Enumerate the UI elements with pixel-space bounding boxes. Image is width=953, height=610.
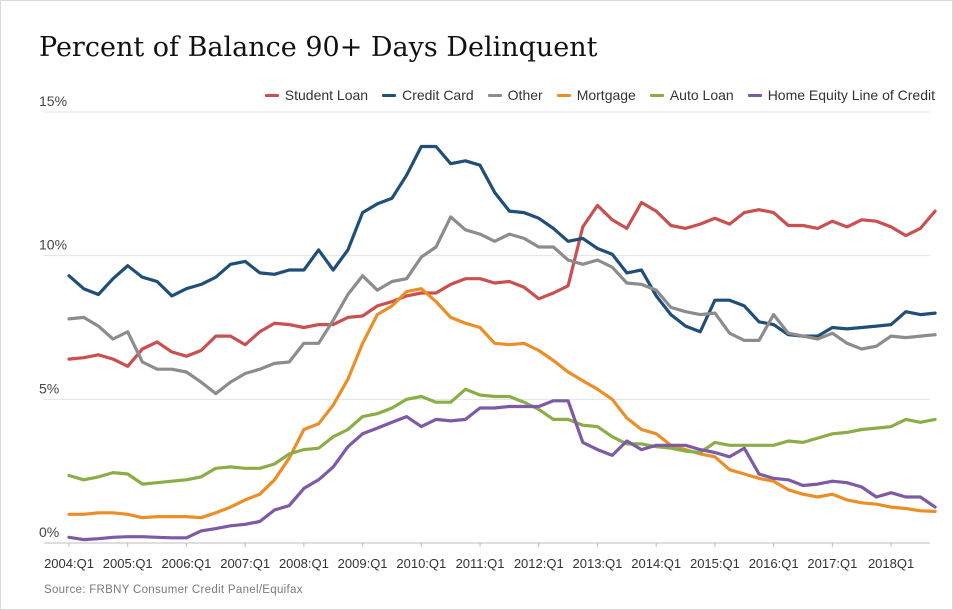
legend-swatch bbox=[556, 93, 571, 97]
legend-item-auto-loan: Auto Loan bbox=[649, 87, 734, 103]
legend-item-home-equity-line-of-credit: Home Equity Line of Credit bbox=[747, 87, 935, 103]
series-line-home-equity-line-of-credit bbox=[67, 399, 937, 542]
x-tick-label: 2008:Q1 bbox=[279, 556, 329, 571]
x-tick-label: 2005:Q1 bbox=[103, 556, 153, 571]
x-tick-label: 2006:Q1 bbox=[162, 556, 212, 571]
y-tick-label: 5% bbox=[39, 380, 59, 396]
series-line-student-loan bbox=[67, 200, 937, 368]
legend-item-credit-card: Credit Card bbox=[382, 87, 474, 103]
y-tick-label: 0% bbox=[39, 524, 59, 540]
legend-item-other: Other bbox=[487, 87, 543, 103]
legend-swatch bbox=[649, 93, 664, 97]
x-tick-label: 2014:Q1 bbox=[631, 556, 681, 571]
x-tick-label: 2007:Q1 bbox=[220, 556, 270, 571]
x-tick-label: 2004:Q1 bbox=[44, 556, 94, 571]
series-line-mortgage bbox=[67, 287, 937, 520]
source-note: Source: FRBNY Consumer Credit Panel/Equi… bbox=[44, 584, 303, 596]
legend-swatch bbox=[264, 93, 279, 97]
series-line-credit-card bbox=[67, 144, 937, 338]
legend-label: Student Loan bbox=[284, 87, 369, 103]
legend-item-mortgage: Mortgage bbox=[556, 87, 636, 103]
legend-swatch bbox=[382, 93, 397, 97]
x-tick-label: 2010:Q1 bbox=[396, 556, 446, 571]
y-tick-label: 15% bbox=[39, 93, 67, 109]
series-line-auto-loan bbox=[67, 387, 937, 486]
legend-label: Home Equity Line of Credit bbox=[767, 87, 935, 103]
legend-label: Other bbox=[507, 87, 543, 103]
legend-label: Auto Loan bbox=[669, 87, 734, 103]
legend-swatch bbox=[747, 93, 762, 97]
x-tick-label: 2009:Q1 bbox=[338, 556, 388, 571]
x-tick-label: 2016:Q1 bbox=[749, 556, 799, 571]
series-line-other bbox=[67, 215, 937, 396]
x-tick-label: 2013:Q1 bbox=[573, 556, 623, 571]
x-tick-label: 2017:Q1 bbox=[807, 556, 857, 571]
legend-swatch bbox=[487, 93, 502, 97]
y-tick-label: 10% bbox=[39, 237, 67, 253]
legend-label: Mortgage bbox=[576, 87, 636, 103]
x-tick-label: 2012:Q1 bbox=[514, 556, 564, 571]
legend-label: Credit Card bbox=[402, 87, 474, 103]
chart-title: Percent of Balance 90+ Days Delinquent bbox=[39, 32, 598, 63]
legend-item-student-loan: Student Loan bbox=[264, 87, 369, 103]
x-tick-label: 2011:Q1 bbox=[456, 556, 505, 571]
chart-legend: Student Loan Credit Card Other Mortgage Auto… bbox=[264, 87, 935, 103]
x-tick-label: 2015:Q1 bbox=[690, 556, 740, 571]
x-tick-label: 2018Q1 bbox=[868, 556, 914, 571]
